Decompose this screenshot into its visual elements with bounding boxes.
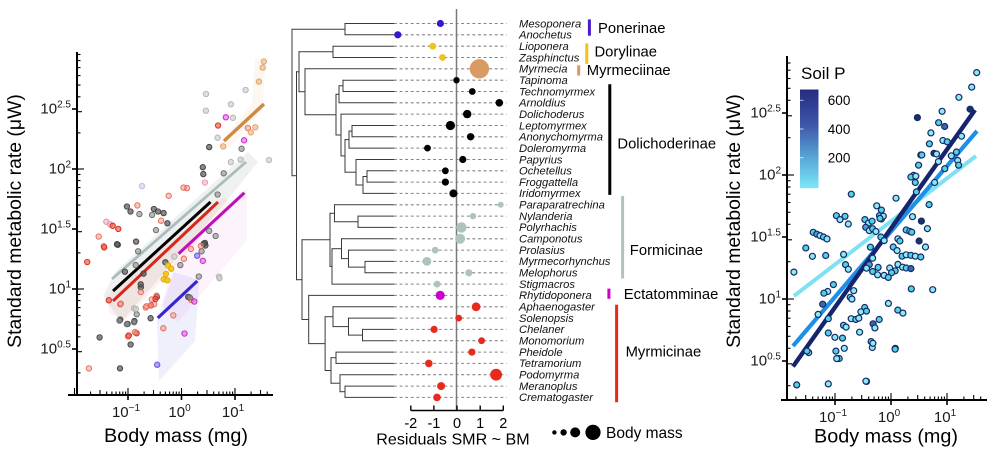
svg-text:Dolichoderinae: Dolichoderinae [617, 136, 716, 152]
svg-text:Ochetellus: Ochetellus [519, 166, 572, 178]
svg-text:-1: -1 [427, 416, 440, 432]
svg-text:Monomorium: Monomorium [519, 336, 584, 348]
svg-text:Anonychomyrma: Anonychomyrma [518, 132, 603, 144]
svg-text:Rhytidoponera: Rhytidoponera [519, 290, 592, 302]
svg-text:Iridomyrmex: Iridomyrmex [519, 188, 581, 200]
svg-text:Podomyrma: Podomyrma [519, 370, 579, 382]
svg-text:Lioponera: Lioponera [519, 41, 569, 53]
svg-text:Ponerinae: Ponerinae [598, 21, 665, 37]
svg-text:Pheidole: Pheidole [519, 347, 563, 359]
svg-text:Body mass (mg): Body mass (mg) [814, 426, 958, 448]
svg-text:Leptomyrmex: Leptomyrmex [519, 120, 587, 132]
svg-text:Doleromyrma: Doleromyrma [519, 143, 586, 155]
svg-text:Camponotus: Camponotus [519, 234, 583, 246]
svg-text:Melophorus: Melophorus [519, 268, 578, 280]
svg-text:Dorylinae: Dorylinae [595, 45, 658, 61]
svg-text:Tetramorium: Tetramorium [519, 358, 581, 370]
svg-text:Zasphinctus: Zasphinctus [518, 52, 580, 64]
svg-text:Polyrhachis: Polyrhachis [519, 222, 577, 234]
svg-text:0: 0 [453, 416, 461, 432]
svg-text:Myrmicinae: Myrmicinae [626, 344, 702, 360]
svg-text:2: 2 [499, 416, 507, 432]
svg-text:Standard metabolic rate (μW): Standard metabolic rate (μW) [4, 94, 26, 348]
svg-text:Papyrius: Papyrius [519, 154, 563, 166]
svg-text:Myrmecia: Myrmecia [519, 64, 567, 76]
svg-text:Myrmecorhynchus: Myrmecorhynchus [519, 256, 611, 268]
svg-text:Stigmacros: Stigmacros [519, 279, 575, 291]
svg-text:Meranoplus: Meranoplus [519, 381, 578, 393]
svg-text:Tapinoma: Tapinoma [519, 75, 568, 87]
svg-text:200: 200 [828, 151, 851, 166]
svg-text:Aphaenogaster: Aphaenogaster [518, 302, 596, 314]
svg-text:Crematogaster: Crematogaster [519, 392, 594, 404]
svg-text:Standard metabolic rate (μW): Standard metabolic rate (μW) [723, 94, 745, 348]
svg-text:Chelaner: Chelaner [519, 324, 566, 336]
svg-text:Soil P: Soil P [801, 64, 845, 83]
svg-text:1: 1 [476, 416, 484, 432]
svg-text:600: 600 [828, 93, 851, 108]
svg-text:Myrmeciinae: Myrmeciinae [587, 63, 671, 79]
svg-text:Arnoldius: Arnoldius [518, 98, 566, 110]
svg-text:Body mass (mg): Body mass (mg) [104, 425, 248, 447]
svg-text:400: 400 [828, 122, 851, 137]
svg-text:-2: -2 [404, 416, 417, 432]
svg-text:Solenopsis: Solenopsis [519, 313, 574, 325]
svg-text:Residuals SMR ~ BM: Residuals SMR ~ BM [376, 431, 529, 449]
svg-text:Dolichoderus: Dolichoderus [519, 109, 585, 121]
svg-text:Formicinae: Formicinae [630, 243, 703, 259]
svg-text:Ectatomminae: Ectatomminae [624, 287, 719, 303]
svg-text:Paraparatrechina: Paraparatrechina [519, 200, 605, 212]
svg-text:Mesoponera: Mesoponera [519, 18, 581, 30]
svg-text:Nylanderia: Nylanderia [519, 211, 572, 223]
svg-text:Technomyrmex: Technomyrmex [519, 86, 595, 98]
svg-text:Body mass: Body mass [606, 425, 683, 442]
svg-text:Froggattella: Froggattella [519, 177, 578, 189]
svg-text:Anochetus: Anochetus [518, 30, 572, 42]
svg-text:Prolasius: Prolasius [519, 245, 565, 257]
